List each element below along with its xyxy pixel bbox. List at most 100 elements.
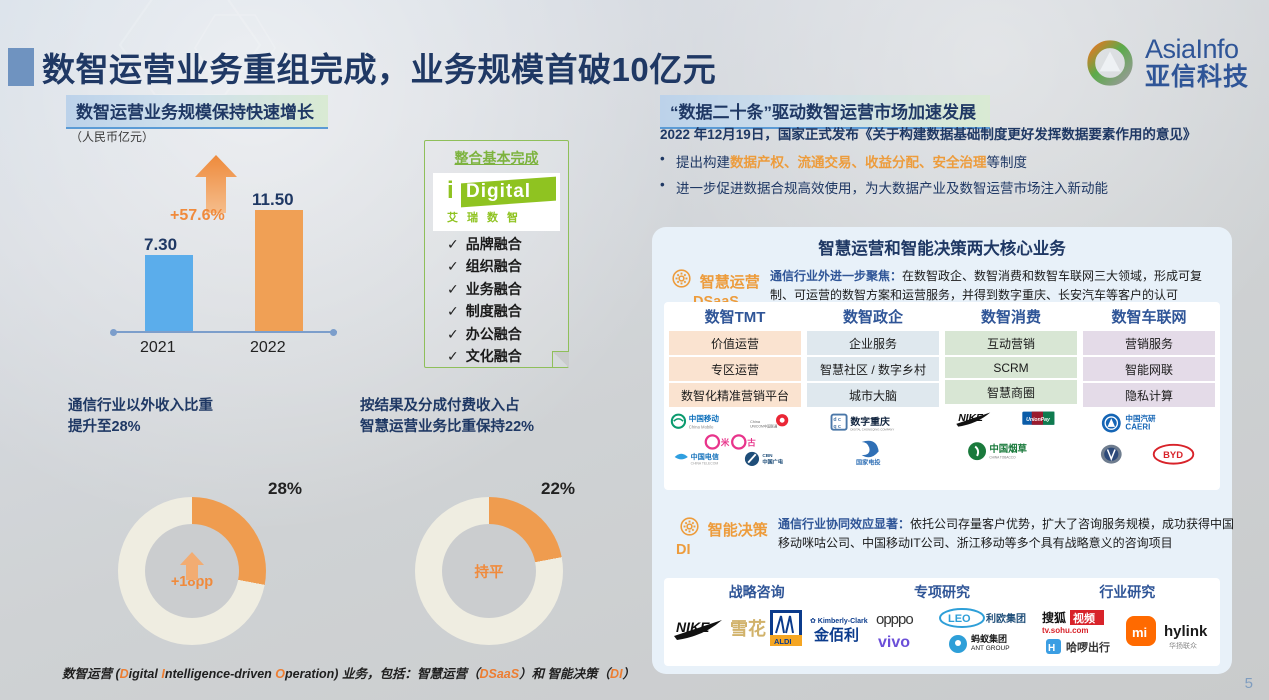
svg-text:中国汽研: 中国汽研: [1125, 413, 1156, 423]
integration-item: ✓ 办公融合: [447, 324, 568, 344]
footnote-p6: ）: [622, 667, 636, 681]
policy-bullet-pre: 提出构建: [676, 154, 730, 170]
svg-text:mi: mi: [1132, 625, 1147, 640]
svg-text:金佰利: 金佰利: [813, 626, 859, 644]
svg-text:LEO: LEO: [948, 613, 971, 625]
bullet-dot-icon: •: [660, 150, 665, 166]
segment-cell: 智慧社区 / 数字乡村: [807, 357, 939, 381]
segment-column-tmt: 数智TMT 价值运营 专区运营 数智化精准营销平台 中国移动 China Mob…: [669, 306, 801, 472]
segment-logos-consumer: NIKE UnionPay 中国烟草 CHINA TOBACCO: [945, 407, 1077, 469]
integration-title: 整合基本完成: [454, 150, 539, 166]
bar-chart: +57.6% 7.30 11.50 2021 2022: [100, 155, 400, 356]
svg-text:视频: 视频: [1073, 611, 1095, 625]
integration-item: ✓ 制度融合: [447, 301, 568, 321]
svg-text:NIKE: NIKE: [958, 413, 984, 424]
category-label-2021: 2021: [140, 339, 176, 356]
svg-text:opppo: opppo: [876, 611, 913, 628]
segment-column-consumer: 数智消费 互动营销 SCRM 智慧商圈 NIKE UnionPay 中国烟草 C…: [945, 306, 1077, 472]
policy-bullet: • 提出构建数据产权、流通交易、收益分配、安全治理等制度: [660, 151, 1230, 171]
policy-block: 2022 年12月19日，国家正式发布《关于构建数据基础制度更好发挥数据要素作用…: [660, 125, 1230, 197]
logo-text-cn: 亚信科技: [1144, 63, 1249, 91]
svg-text:中国广电: 中国广电: [762, 458, 784, 466]
check-icon: ✓: [447, 258, 459, 274]
svg-text:蚂蚁集团: 蚂蚁集团: [971, 633, 1007, 644]
category-label-2022: 2022: [250, 339, 286, 356]
donut-1-center-label: +18pp: [170, 574, 214, 590]
right-section-banner: “数据二十条”驱动数智运营市场加速发展: [660, 95, 990, 129]
core-business-title: 智慧运营和智能决策两大核心业务: [818, 240, 1066, 258]
idigital-logo-word: Digital: [466, 181, 532, 202]
svg-text:UNICOM中国联通: UNICOM中国联通: [750, 423, 778, 428]
check-icon: ✓: [447, 303, 459, 319]
car-customer-logos: 中国汽研 CAERI BYD: [1100, 413, 1195, 465]
dsaas-badge-title: 智慧运营: [699, 273, 760, 291]
svg-text:✿ Kimberly-Clark: ✿ Kimberly-Clark: [810, 618, 868, 625]
svg-text:CBN: CBN: [762, 453, 773, 458]
footnote: 数智运营 (Digital Intelligence-driven Operat…: [62, 663, 635, 682]
segment-cell: 智慧商圈: [945, 380, 1077, 404]
consulting-titles: 战略咨询 专项研究 行业研究: [664, 578, 1220, 602]
consulting-client-logos: NIKE 雪花 ALDI ✿ Kimberly-Clark 金佰利 opppo …: [674, 608, 1208, 654]
footnote-o3: O: [275, 667, 285, 681]
dsaas-desc-text: 在数智政企、数智消费和数智车联网三大领域，形成可复制、可运营的数智方案和运营服务…: [770, 269, 1203, 302]
donut-percent-1: 28%: [268, 479, 303, 498]
svg-text:雪花: 雪花: [730, 618, 766, 639]
svg-text:利欧集团: 利欧集团: [986, 612, 1026, 625]
segment-cell: 专区运营: [669, 357, 801, 381]
integration-card: 整合基本完成 i Digital 艾瑞数智 ✓ 品牌融合 ✓ 组织融合 ✓ 业务融合 …: [424, 140, 569, 368]
idigital-logo: i Digital 艾瑞数智: [433, 173, 560, 231]
di-description: 通信行业协同效应显著：依托公司存量客户优势，扩大了咨询服务规模，成功获得中国移动…: [778, 515, 1236, 558]
svg-text:BYD: BYD: [1163, 449, 1183, 460]
donut-chart-1: +18pp: [118, 497, 266, 645]
page-number: 5: [1244, 675, 1253, 692]
svg-text:中国电信: 中国电信: [691, 452, 719, 461]
donut-heading-1: 通信行业以外收入比重 提升至28%: [68, 396, 213, 437]
donut-heading-2-line2: 智慧运营业务比重保持22%: [360, 418, 535, 435]
svg-text:q c: q c: [833, 424, 841, 430]
up-arrow-icon: [180, 552, 204, 580]
segment-cell: 互动营销: [945, 331, 1077, 355]
bar-2022: [255, 210, 303, 333]
chart-unit-label: （人民币亿元）: [70, 130, 155, 144]
svg-text:CHINA TELECOM: CHINA TELECOM: [691, 462, 719, 466]
donut-heading-1-line2: 提升至28%: [68, 418, 141, 435]
svg-text:hylink: hylink: [1164, 623, 1208, 640]
header-bar: 数智运营业务重组完成，业务规模首破10亿元 AsiaInfo 亚信科技: [0, 18, 1269, 90]
svg-text:搜狐: 搜狐: [1042, 610, 1066, 625]
di-badge-sub: DI: [676, 542, 691, 558]
di-badge: 智能决策 DI: [670, 515, 778, 558]
donut-1-center: +18pp: [145, 524, 239, 618]
growth-arrow-icon: [195, 155, 237, 213]
segment-columns: 数智TMT 价值运营 专区运营 数智化精准营销平台 中国移动 China Mob…: [664, 302, 1220, 472]
segment-cell: SCRM: [945, 357, 1077, 378]
footnote-p1: 数智运营 (: [62, 667, 120, 681]
donut-heading-2: 按结果及分成付费收入占 智慧运营业务比重保持22%: [360, 396, 534, 437]
footnote-p5: ）和 智能决策（: [519, 667, 611, 681]
svg-text:华扬联众: 华扬联众: [1169, 641, 1197, 650]
policy-bullet-pre: 进一步促进数据合规高效使用，为大数据产业及数智运营市场注入新动能: [676, 180, 1108, 196]
integration-item: ✓ 业务融合: [447, 279, 568, 299]
bullet-dot-icon: •: [660, 176, 665, 192]
di-badge-title: 智能决策: [707, 521, 768, 539]
policy-bullet-highlight: 数据产权、流通交易、收益分配、安全治理: [730, 154, 987, 170]
segment-column-car: 数智车联网 营销服务 智能网联 隐私计算 中国汽研 CAERI BYD: [1083, 306, 1215, 472]
dsaas-row: 智慧运营 DSaaS 通信行业外进一步聚焦：在数智政企、数智消费和数智车联网三大…: [662, 267, 1224, 310]
consulting-title-industry: 行业研究: [1099, 584, 1156, 600]
di-desc-bold: 通信行业协同效应显著：: [778, 517, 911, 531]
bar-value-2021: 7.30: [144, 235, 178, 254]
title-accent-block: [8, 48, 34, 86]
svg-text:CHINA TOBACCO: CHINA TOBACCO: [989, 456, 1016, 460]
svg-text:国家电投: 国家电投: [856, 459, 881, 467]
policy-lead-text: 2022 年12月19日，国家正式发布《关于构建数据基础制度更好发挥数据要素作用…: [660, 127, 1197, 142]
svg-text:tv.sohu.com: tv.sohu.com: [1042, 626, 1089, 635]
footnote-o1: D: [119, 667, 129, 681]
svg-text:中国移动: 中国移动: [689, 413, 720, 423]
integration-item-label: 办公融合: [465, 325, 522, 342]
donut-heading-1-line1: 通信行业以外收入比重: [68, 398, 213, 414]
gov-customer-logos: d cq c 数字重庆 DIGITAL CHONGQING COMPANY 国家…: [830, 413, 894, 467]
donut-heading-2-line1: 按结果及分成付费收入占: [360, 398, 520, 414]
consulting-card: 战略咨询 专项研究 行业研究 NIKE 雪花 ALDI ✿ Kimberly-C…: [664, 578, 1220, 666]
asiainfo-logo-icon: [1087, 40, 1133, 86]
